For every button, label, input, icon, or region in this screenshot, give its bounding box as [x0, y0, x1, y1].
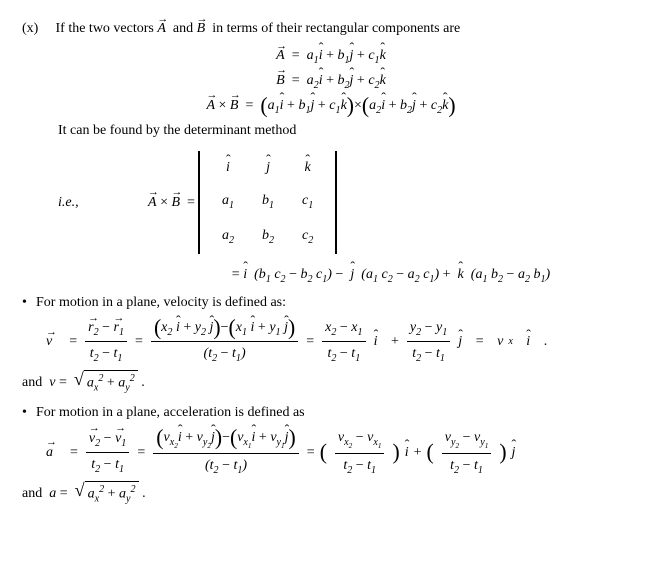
bullet-vel-text: For motion in a plane, velocity is defin…	[36, 292, 640, 313]
eq-B: B = a2i + b2j + c2k	[22, 70, 640, 93]
det-intro: It can be found by the determinant metho…	[58, 120, 640, 141]
bullet-acc-text: For motion in a plane, acceleration is d…	[36, 402, 640, 423]
acceleration-equation: a = v2 − v1t2 − t1 = (vx2i + vy2j)−(vx1i…	[46, 427, 640, 478]
a-mag: and a = √ax2 + ay2 .	[22, 481, 640, 507]
det-expanded: = i (b1 c2 − b2 c1) − j (a1 c2 − a2 c1) …	[142, 264, 640, 287]
determinant: ijk a1b1c1 a2b2c2	[198, 151, 336, 254]
intro-line: (x) If the two vectors A and B in terms …	[22, 18, 640, 39]
bullet-icon: •	[22, 402, 36, 423]
and: and	[173, 21, 193, 36]
v-mag: and v = √ax2 + ay2 .	[22, 370, 640, 396]
intro-text: If the two vectors	[56, 21, 154, 36]
intro-tail: in terms of their rectangular components…	[212, 21, 460, 36]
ie: i.e.,	[58, 192, 148, 213]
eq-A: A = a1i + b1j + c1k	[22, 45, 640, 68]
item-label: (x)	[22, 18, 52, 39]
eq-AxB: A × B = (a1i + b1j + c1k)×(a2i + b2j + c…	[22, 95, 640, 118]
bullet-icon: •	[22, 292, 36, 313]
velocity-equation: v = r2 − r1t2 − t1 = (x2 i + y2 j)−(x1 i…	[46, 317, 640, 366]
vec-B: B	[197, 18, 206, 39]
det-line: i.e., A × B = ijk a1b1c1 a2b2c2	[22, 147, 640, 258]
vec-A: A	[157, 18, 166, 39]
